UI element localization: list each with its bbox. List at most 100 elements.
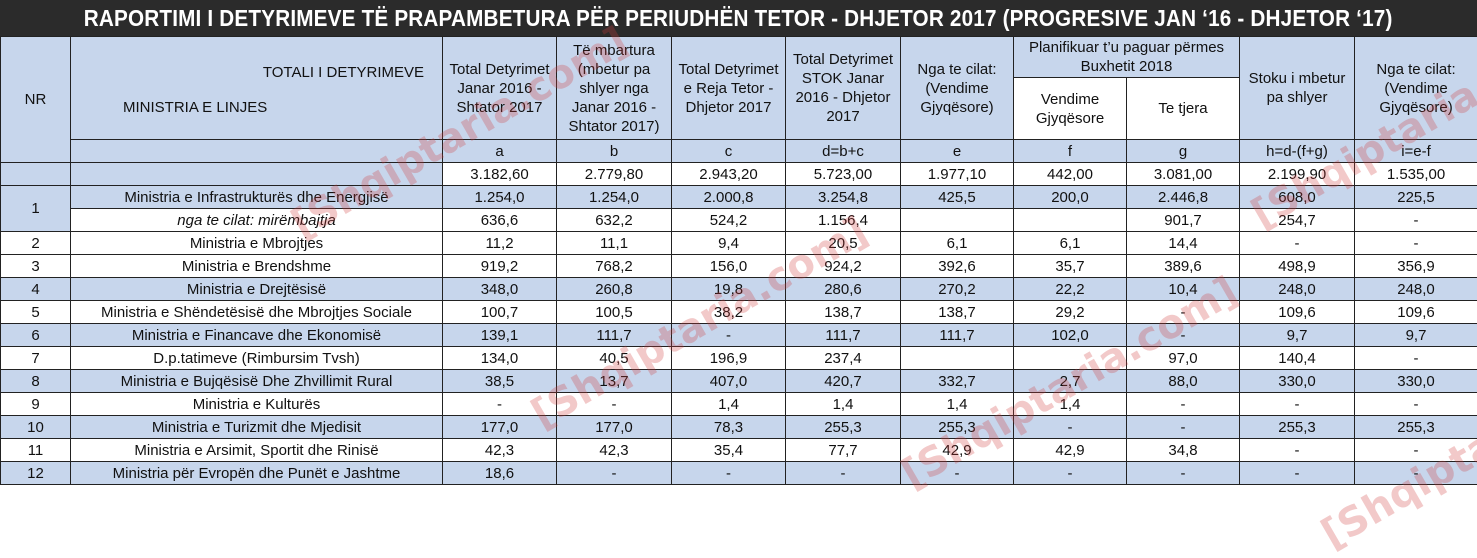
row-nr: 12 bbox=[1, 462, 71, 485]
row-value-cell: 88,0 bbox=[1127, 370, 1240, 393]
row-value-cell: - bbox=[1127, 324, 1240, 347]
row-value-cell: 2.446,8 bbox=[1127, 186, 1240, 209]
row-value-cell bbox=[1014, 347, 1127, 370]
row-value-cell: 255,3 bbox=[786, 416, 901, 439]
row-ministry-name: D.p.tatimeve (Rimbursim Tvsh) bbox=[71, 347, 443, 370]
header-diagonal-cell: TOTALI I DETYRIMEVE MINISTRIA E LINJES bbox=[71, 37, 443, 140]
totals-row: 3.182,60 2.779,80 2.943,20 5.723,00 1.97… bbox=[1, 163, 1477, 186]
header-diagonal-fill bbox=[71, 140, 443, 163]
row-value-cell: - bbox=[1127, 462, 1240, 485]
header-col-b: Të mbartura (mbetur pa shlyer nga Janar … bbox=[557, 37, 672, 140]
letter-cell: d=b+c bbox=[786, 140, 901, 163]
row-value-cell: 270,2 bbox=[901, 278, 1014, 301]
total-cell: 5.723,00 bbox=[786, 163, 901, 186]
row-value-cell: 77,7 bbox=[786, 439, 901, 462]
row-value-cell: 919,2 bbox=[443, 255, 557, 278]
row-value-cell: 632,2 bbox=[557, 209, 672, 232]
row-value-cell: - bbox=[443, 393, 557, 416]
total-cell: 3.182,60 bbox=[443, 163, 557, 186]
row-value-cell: 330,0 bbox=[1355, 370, 1477, 393]
row-value-cell: 425,5 bbox=[901, 186, 1014, 209]
row-ministry-name: Ministria e Financave dhe Ekonomisë bbox=[71, 324, 443, 347]
table-body: 3.182,60 2.779,80 2.943,20 5.723,00 1.97… bbox=[1, 163, 1477, 485]
row-value-cell: 420,7 bbox=[786, 370, 901, 393]
row-value-cell: 332,7 bbox=[901, 370, 1014, 393]
row-ministry-name: Ministria e Shëndetësisë dhe Mbrojtjes S… bbox=[71, 301, 443, 324]
row-value-cell: - bbox=[557, 462, 672, 485]
row-value-cell: 11,1 bbox=[557, 232, 672, 255]
row-value-cell: 109,6 bbox=[1240, 301, 1355, 324]
row-value-cell: 35,7 bbox=[1014, 255, 1127, 278]
row-nr: 1 bbox=[1, 186, 71, 232]
row-value-cell: - bbox=[1240, 462, 1355, 485]
row-value-cell: 78,3 bbox=[672, 416, 786, 439]
row-value-cell bbox=[1014, 209, 1127, 232]
row-value-cell: 608,0 bbox=[1240, 186, 1355, 209]
row-ministry-name: Ministria e Bujqësisë Dhe Zhvillimit Rur… bbox=[71, 370, 443, 393]
row-ministry-name: Ministria e Arsimit, Sportit dhe Rinisë bbox=[71, 439, 443, 462]
row-nr: 11 bbox=[1, 439, 71, 462]
row-value-cell: 109,6 bbox=[1355, 301, 1477, 324]
row-ministry-name: Ministria e Turizmit dhe Mjedisit bbox=[71, 416, 443, 439]
row-value-cell: 42,3 bbox=[443, 439, 557, 462]
row-value-cell: 38,2 bbox=[672, 301, 786, 324]
letter-cell: c bbox=[672, 140, 786, 163]
row-value-cell: - bbox=[1240, 393, 1355, 416]
row-nr: 8 bbox=[1, 370, 71, 393]
row-value-cell: 225,5 bbox=[1355, 186, 1477, 209]
row-value-cell: 498,9 bbox=[1240, 255, 1355, 278]
row-value-cell: 134,0 bbox=[443, 347, 557, 370]
row-value-cell: 139,1 bbox=[443, 324, 557, 347]
row-value-cell: 1.254,0 bbox=[443, 186, 557, 209]
row-ministry-name: nga te cilat: mirëmbajtja bbox=[71, 209, 443, 232]
total-cell: 1.535,00 bbox=[1355, 163, 1477, 186]
report-title: RAPORTIMI I DETYRIMEVE TË PRAPAMBETURA P… bbox=[84, 5, 1393, 32]
row-value-cell: 9,4 bbox=[672, 232, 786, 255]
row-value-cell: 237,4 bbox=[786, 347, 901, 370]
obligations-table: NR TOTALI I DETYRIMEVE MINISTRIA E LINJE… bbox=[0, 36, 1477, 485]
row-value-cell: 140,4 bbox=[1240, 347, 1355, 370]
row-value-cell: 901,7 bbox=[1127, 209, 1240, 232]
row-value-cell: - bbox=[672, 462, 786, 485]
row-value-cell: 407,0 bbox=[672, 370, 786, 393]
row-value-cell: 100,7 bbox=[443, 301, 557, 324]
row-value-cell: 14,4 bbox=[1127, 232, 1240, 255]
totals-label-cell bbox=[71, 163, 443, 186]
row-value-cell: 138,7 bbox=[901, 301, 1014, 324]
header-col-a: Total Detyrimet Janar 2016 - Shtator 201… bbox=[443, 37, 557, 140]
row-value-cell: - bbox=[1127, 393, 1240, 416]
row-value-cell: 1,4 bbox=[786, 393, 901, 416]
row-nr: 2 bbox=[1, 232, 71, 255]
header-col-h: Stoku i mbetur pa shlyer bbox=[1240, 37, 1355, 140]
row-value-cell: - bbox=[1127, 301, 1240, 324]
row-value-cell: 255,3 bbox=[901, 416, 1014, 439]
letter-cell: i=e-f bbox=[1355, 140, 1477, 163]
row-value-cell: 356,9 bbox=[1355, 255, 1477, 278]
report-page: RAPORTIMI I DETYRIMEVE TË PRAPAMBETURA P… bbox=[0, 0, 1477, 485]
row-value-cell: 6,1 bbox=[1014, 232, 1127, 255]
row-value-cell: 177,0 bbox=[443, 416, 557, 439]
row-value-cell: 280,6 bbox=[786, 278, 901, 301]
row-value-cell: 177,0 bbox=[557, 416, 672, 439]
row-value-cell: 255,3 bbox=[1355, 416, 1477, 439]
row-value-cell: 636,6 bbox=[443, 209, 557, 232]
row-value-cell: 255,3 bbox=[1240, 416, 1355, 439]
total-cell: 2.943,20 bbox=[672, 163, 786, 186]
row-value-cell: 524,2 bbox=[672, 209, 786, 232]
row-value-cell: 42,9 bbox=[901, 439, 1014, 462]
row-value-cell: 19,8 bbox=[672, 278, 786, 301]
row-value-cell: 10,4 bbox=[1127, 278, 1240, 301]
row-ministry-name: Ministria e Brendshme bbox=[71, 255, 443, 278]
row-value-cell: - bbox=[1014, 462, 1127, 485]
row-value-cell: 260,8 bbox=[557, 278, 672, 301]
row-value-cell: 3.254,8 bbox=[786, 186, 901, 209]
row-value-cell: - bbox=[1355, 393, 1477, 416]
